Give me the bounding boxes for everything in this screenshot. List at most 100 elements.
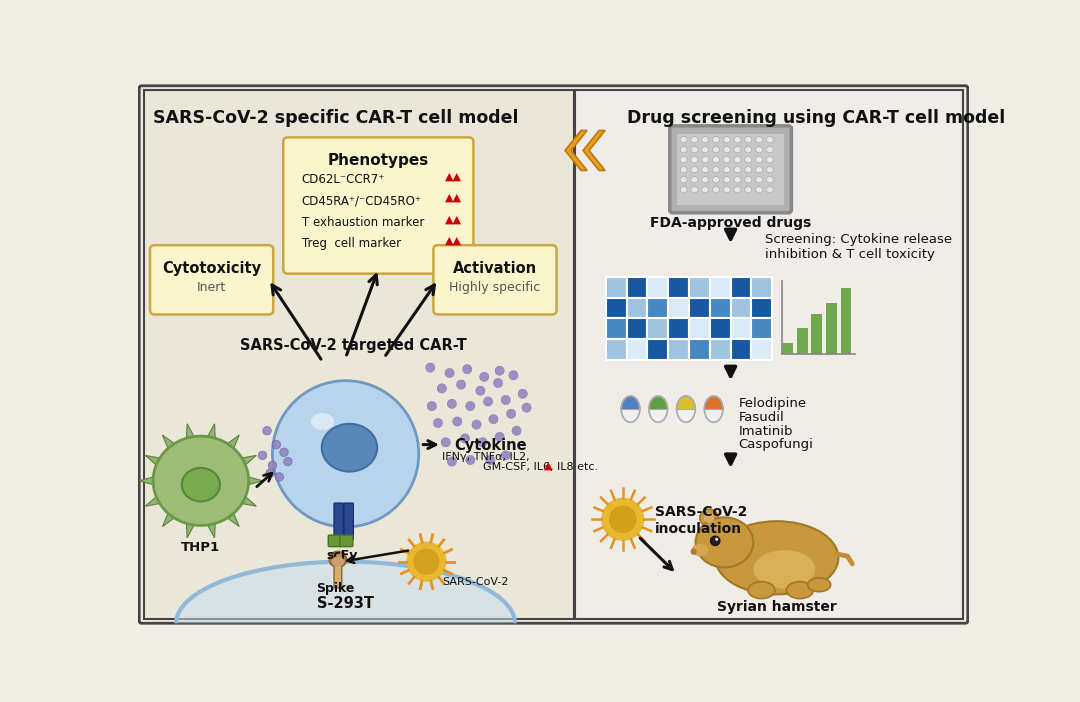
Circle shape [268, 461, 276, 470]
FancyBboxPatch shape [139, 86, 968, 623]
Text: scFv: scFv [326, 548, 357, 562]
Text: Fasudil: Fasudil [739, 411, 784, 424]
FancyBboxPatch shape [710, 318, 730, 339]
FancyBboxPatch shape [797, 328, 808, 354]
Ellipse shape [153, 436, 248, 526]
FancyBboxPatch shape [626, 277, 647, 298]
Polygon shape [242, 456, 256, 465]
FancyBboxPatch shape [626, 298, 647, 318]
Ellipse shape [311, 413, 334, 430]
Text: Activation: Activation [453, 260, 537, 276]
Text: Cytokine: Cytokine [454, 439, 527, 453]
FancyBboxPatch shape [710, 298, 730, 318]
Circle shape [486, 456, 495, 465]
Ellipse shape [745, 137, 752, 143]
Circle shape [690, 548, 697, 555]
Circle shape [272, 440, 281, 449]
Circle shape [480, 372, 489, 381]
Ellipse shape [713, 166, 719, 173]
Ellipse shape [745, 187, 752, 193]
Ellipse shape [649, 396, 667, 423]
Ellipse shape [756, 166, 762, 173]
Ellipse shape [696, 517, 754, 567]
Polygon shape [162, 513, 174, 526]
Ellipse shape [691, 187, 698, 193]
FancyBboxPatch shape [710, 277, 730, 298]
FancyBboxPatch shape [730, 339, 752, 360]
Ellipse shape [702, 177, 708, 183]
Circle shape [465, 456, 475, 465]
FancyBboxPatch shape [606, 298, 626, 318]
FancyBboxPatch shape [752, 298, 772, 318]
Circle shape [447, 457, 457, 466]
Circle shape [478, 437, 487, 447]
FancyBboxPatch shape [144, 91, 573, 618]
Text: Inert: Inert [197, 281, 226, 293]
Text: Cytotoxicity: Cytotoxicity [162, 260, 261, 276]
Ellipse shape [680, 157, 687, 163]
Circle shape [266, 469, 274, 477]
Polygon shape [704, 396, 723, 409]
Ellipse shape [322, 424, 377, 472]
Text: CD62L⁻CCR7⁺: CD62L⁻CCR7⁺ [301, 173, 386, 186]
Text: ▲▲: ▲▲ [445, 171, 462, 181]
FancyBboxPatch shape [689, 298, 710, 318]
Circle shape [465, 402, 475, 411]
Circle shape [501, 395, 511, 404]
Text: IFNγ, TNFα, IL2,: IFNγ, TNFα, IL2, [442, 451, 529, 461]
Polygon shape [146, 456, 160, 465]
FancyBboxPatch shape [669, 339, 689, 360]
Ellipse shape [691, 137, 698, 143]
Text: THP1: THP1 [181, 541, 220, 554]
Polygon shape [139, 477, 153, 484]
Ellipse shape [786, 582, 813, 599]
Polygon shape [677, 396, 696, 409]
Ellipse shape [713, 177, 719, 183]
Ellipse shape [680, 137, 687, 143]
Text: SARS-CoV-2: SARS-CoV-2 [442, 577, 509, 587]
Ellipse shape [713, 147, 719, 153]
Ellipse shape [734, 157, 741, 163]
FancyBboxPatch shape [689, 339, 710, 360]
Polygon shape [228, 513, 240, 526]
Text: Screening: Cytokine release
inhibition & T cell toxicity: Screening: Cytokine release inhibition &… [766, 233, 953, 261]
Text: S-293T: S-293T [318, 596, 374, 611]
FancyBboxPatch shape [811, 314, 822, 354]
Ellipse shape [767, 177, 773, 183]
Circle shape [433, 418, 443, 428]
FancyBboxPatch shape [626, 339, 647, 360]
FancyBboxPatch shape [606, 277, 626, 298]
Ellipse shape [715, 521, 838, 595]
Ellipse shape [691, 544, 708, 556]
FancyBboxPatch shape [669, 277, 689, 298]
Ellipse shape [808, 578, 831, 592]
Ellipse shape [734, 137, 741, 143]
FancyBboxPatch shape [626, 318, 647, 339]
Ellipse shape [691, 177, 698, 183]
Polygon shape [248, 477, 262, 484]
Ellipse shape [713, 157, 719, 163]
Circle shape [711, 536, 719, 545]
Text: SARS-CoV-2 targeted CAR-T: SARS-CoV-2 targeted CAR-T [240, 338, 467, 353]
Ellipse shape [748, 582, 774, 599]
Circle shape [453, 417, 462, 426]
Ellipse shape [767, 137, 773, 143]
Circle shape [715, 538, 718, 541]
Circle shape [472, 420, 481, 429]
FancyBboxPatch shape [677, 133, 784, 205]
Ellipse shape [745, 147, 752, 153]
Circle shape [275, 472, 284, 481]
Polygon shape [565, 131, 588, 171]
FancyBboxPatch shape [606, 318, 626, 339]
Ellipse shape [734, 187, 741, 193]
Circle shape [602, 498, 645, 541]
Ellipse shape [756, 157, 762, 163]
Polygon shape [207, 424, 215, 438]
Circle shape [462, 364, 472, 373]
FancyBboxPatch shape [826, 303, 837, 354]
Circle shape [484, 397, 492, 406]
Ellipse shape [691, 157, 698, 163]
Text: GM-CSF, IL6, IL8 etc.: GM-CSF, IL6, IL8 etc. [483, 463, 598, 472]
Text: ▲▲: ▲▲ [445, 236, 462, 246]
Ellipse shape [767, 187, 773, 193]
